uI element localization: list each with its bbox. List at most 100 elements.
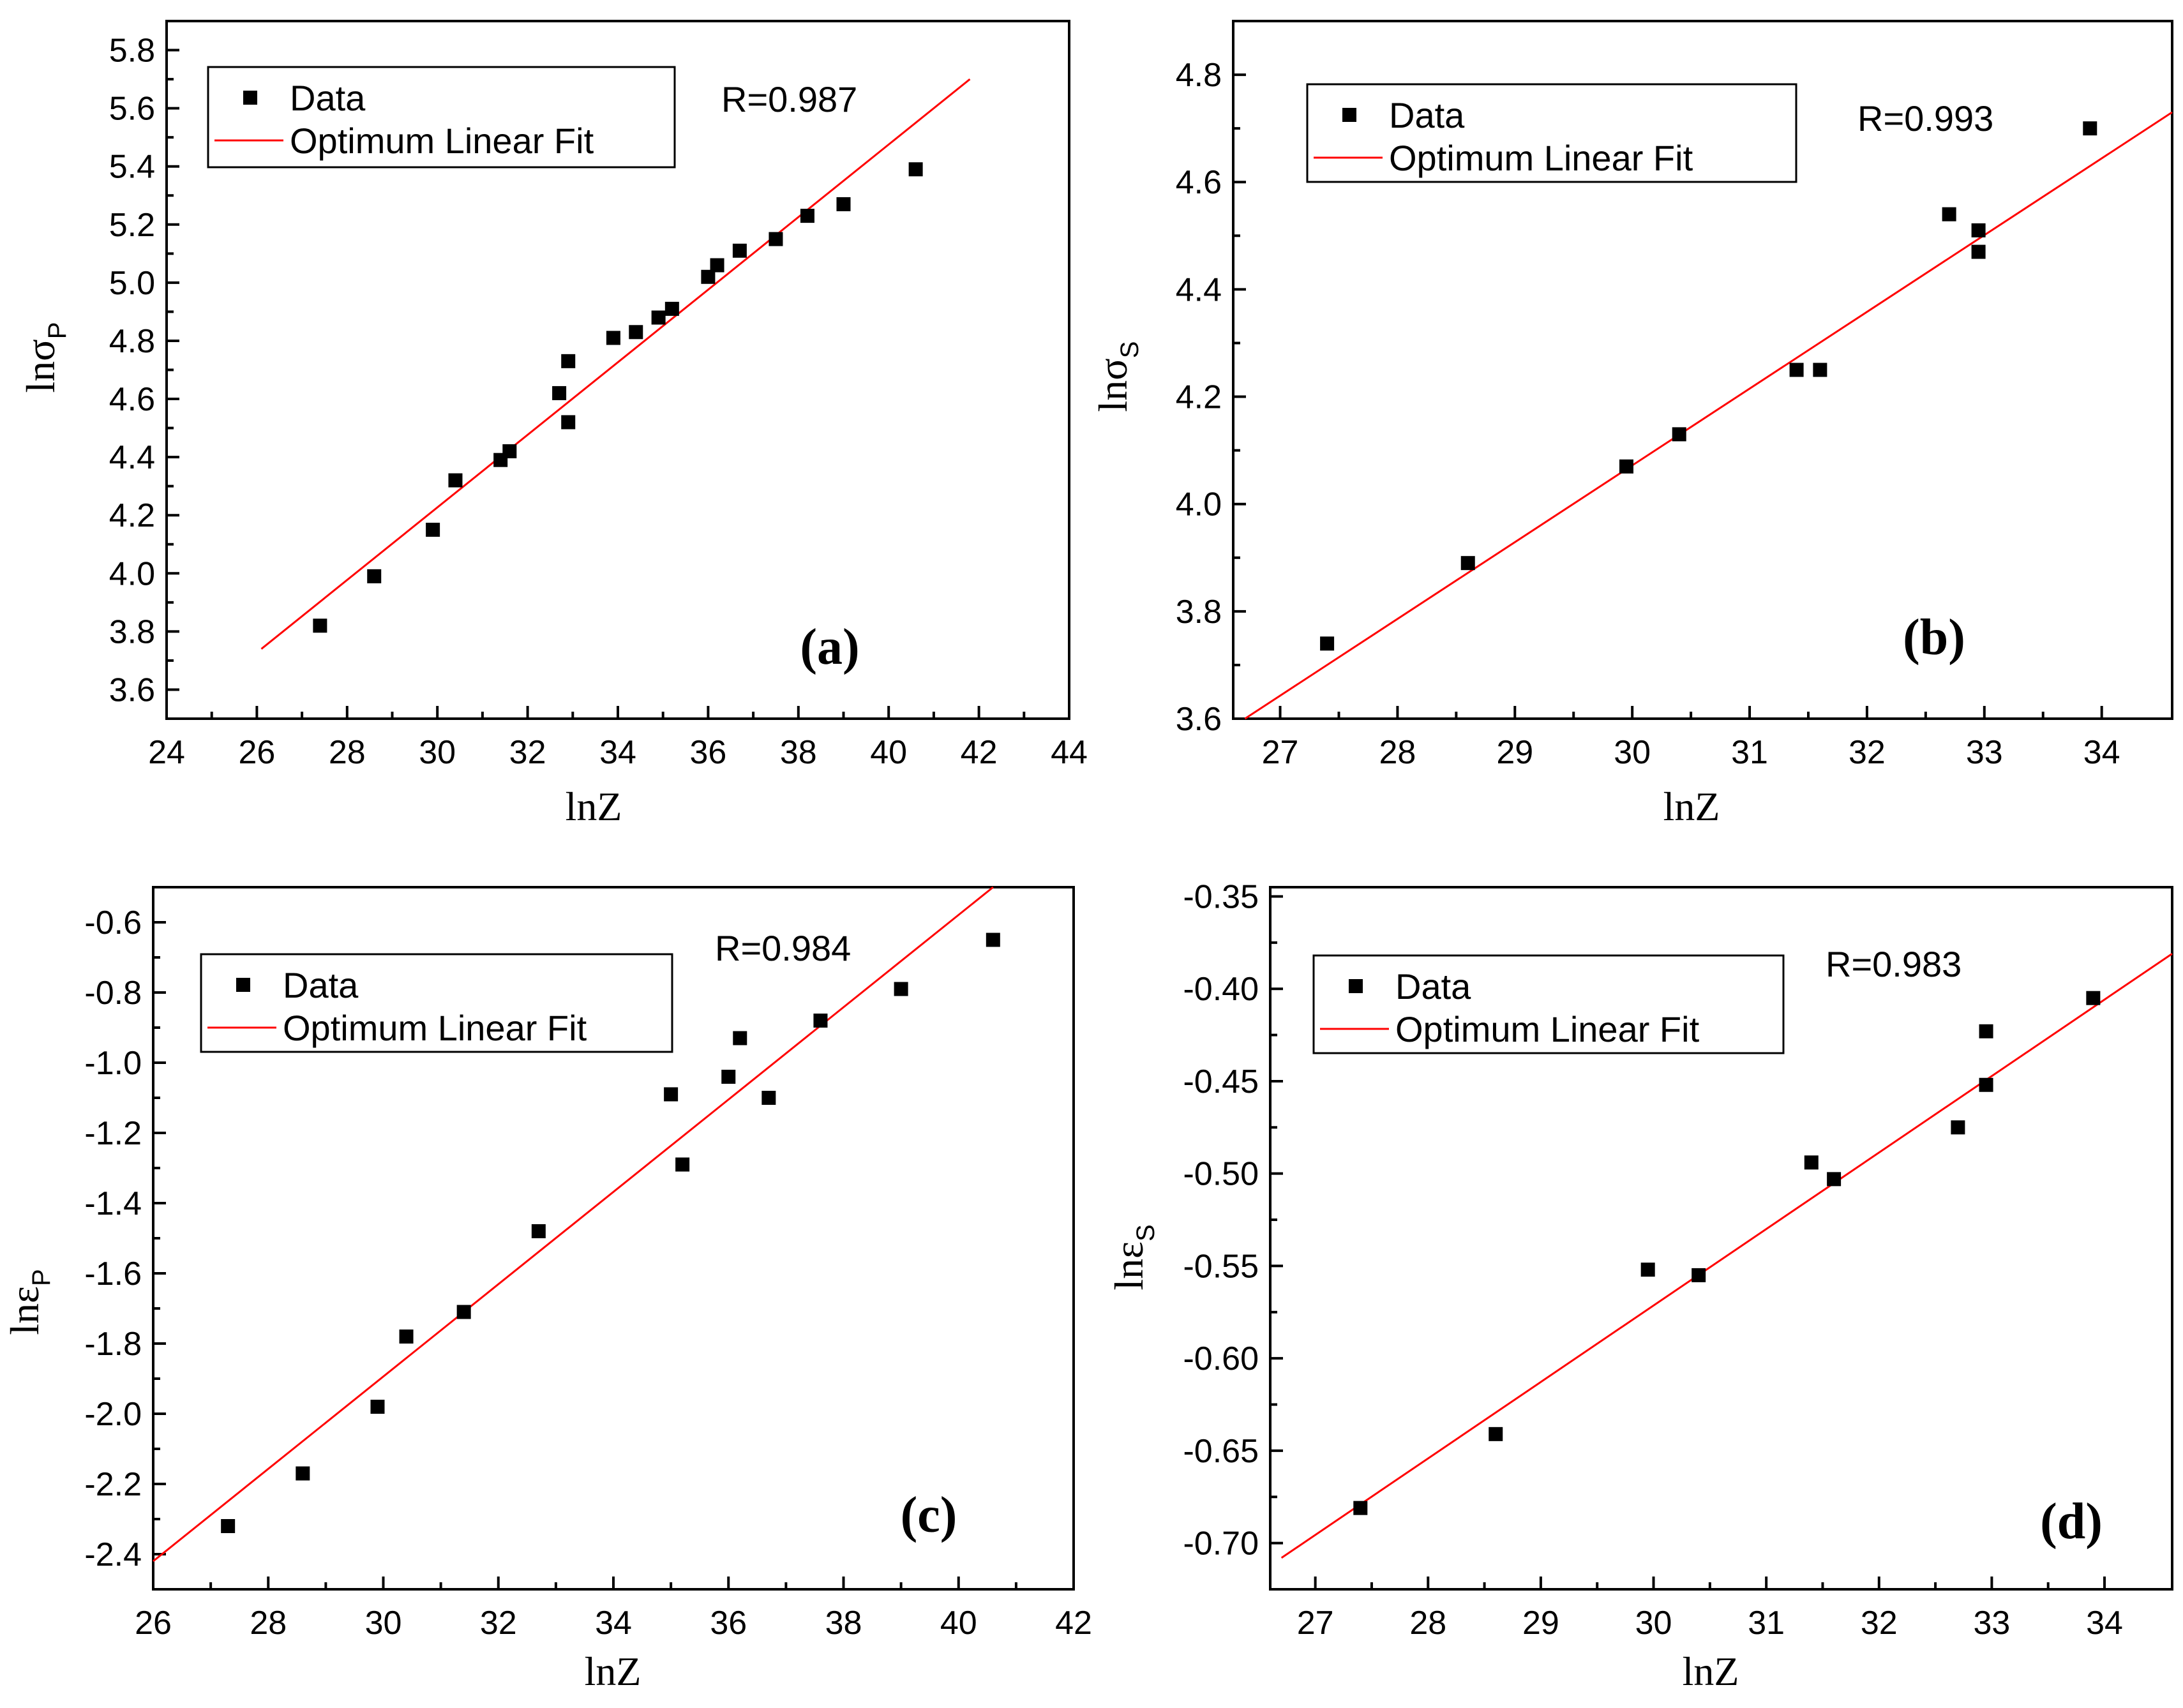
data-point-b (2083, 121, 2097, 136)
data-point-c (370, 1400, 385, 1414)
data-point-d (1489, 1427, 1503, 1441)
x-tick-label-c: 36 (710, 1605, 747, 1642)
data-point-d (1640, 1262, 1655, 1277)
legend-data-label-c: Data (283, 965, 359, 1005)
data-point-a (769, 232, 783, 246)
x-tick-label-b: 34 (2083, 734, 2120, 771)
data-point-c (456, 1305, 471, 1319)
x-tick-label-b: 33 (1966, 734, 2003, 771)
panel-b: 27 28 29 30 31 32 33 34 3.6 3.8 4.0 4.2 4.4 4.6 4.8 lnZ… (1090, 20, 2173, 829)
x-tick-label-d: 30 (1635, 1605, 1672, 1642)
fit-line-d (1280, 952, 2173, 1559)
y-tick-label-a: 3.6 (109, 671, 155, 708)
data-point-c (986, 933, 1000, 947)
data-point-c (761, 1091, 776, 1105)
legend-c (200, 953, 673, 1053)
x-tick-label-c: 38 (825, 1605, 862, 1642)
y-tick-label-d: -0.70 (1183, 1525, 1259, 1562)
legend-a (207, 66, 676, 169)
legend-data-label-d: Data (1395, 966, 1471, 1007)
legend-fit-label-d: Optimum Linear Fit (1395, 1009, 1700, 1049)
y-tick-label-c: -1.6 (84, 1255, 142, 1292)
legend-fit-label-c: Optimum Linear Fit (283, 1008, 587, 1048)
fit-line-a (260, 78, 971, 650)
plot-frame-d (1269, 886, 2173, 1591)
y-axis-label-b: lnσS (1090, 341, 1144, 412)
y-axis-label-c: lnεP (2, 1269, 56, 1335)
x-tick-label-d: 34 (2086, 1605, 2123, 1642)
data-point-a (502, 444, 517, 459)
data-point-d (2086, 991, 2101, 1005)
legend-data-label-b: Data (1389, 95, 1465, 135)
y-tick-label-a: 4.6 (109, 381, 155, 418)
x-tick-label-b: 32 (1849, 734, 1886, 771)
panel-d: 27 28 29 30 31 32 33 34 -0.70 -0.65 -0.60 -0.55 -0.5… (1106, 878, 2173, 1694)
data-point-a (836, 197, 851, 211)
data-point-a (561, 415, 576, 430)
data-point-c (894, 982, 908, 996)
x-tick-label-c: 40 (940, 1605, 977, 1642)
y-tick-label-b: 4.2 (1176, 379, 1222, 416)
data-point-b (1320, 636, 1335, 651)
data-point-c (296, 1466, 310, 1481)
r-value-d: R=0.983 (1826, 944, 1962, 984)
data-point-b (1942, 207, 1956, 221)
r-value-b: R=0.993 (1857, 98, 1993, 139)
x-tick-label-d: 32 (1861, 1605, 1898, 1642)
data-point-a (800, 209, 814, 223)
x-tick-label-a: 40 (870, 734, 907, 771)
y-axis-label-subscript-b: S (1116, 341, 1144, 359)
x-tick-label-b: 28 (1379, 734, 1416, 771)
x-tick-label-c: 26 (135, 1605, 172, 1642)
x-tick-label-c: 34 (595, 1605, 632, 1642)
data-point-a (552, 386, 567, 400)
data-point-d (1979, 1024, 1993, 1038)
x-tick-label-a: 38 (780, 734, 817, 771)
y-tick-label-a: 5.4 (109, 149, 155, 186)
data-point-a (313, 618, 327, 633)
x-tick-label-d: 31 (1748, 1605, 1785, 1642)
y-axis-label-main-c: lnε (2, 1286, 47, 1335)
fit-line-c (153, 886, 994, 1562)
data-point-c (721, 1070, 736, 1084)
y-tick-label-d: -0.50 (1183, 1156, 1259, 1193)
y-tick-label-b: 4.4 (1176, 271, 1222, 308)
data-point-c (399, 1330, 414, 1344)
y-tick-label-d: -0.65 (1183, 1433, 1259, 1470)
x-tick-label-a: 30 (419, 734, 456, 771)
y-axis-label-subscript-c: P (27, 1269, 56, 1286)
legend-fit-label-b: Optimum Linear Fit (1389, 138, 1693, 178)
y-axis-label-main-d: lnε (1106, 1241, 1152, 1291)
data-point-a (651, 310, 666, 325)
y-tick-label-d: -0.55 (1183, 1248, 1259, 1285)
data-point-a (908, 162, 923, 177)
data-point-c (531, 1224, 546, 1238)
y-tick-label-c: -1.0 (84, 1045, 142, 1082)
y-tick-label-c: -1.4 (84, 1185, 142, 1222)
legend-b (1306, 83, 1797, 183)
y-tick-label-d: -0.45 (1183, 1063, 1259, 1100)
legend-marker-icon-d (1349, 979, 1363, 993)
panel-a: 24 26 28 30 32 34 36 38 40 42 44 3.6 3.8 4.0 4.2 4.4 4.6… (18, 20, 1088, 829)
panel-label-d: (d) (2040, 1494, 2103, 1550)
legend-marker-icon-c (236, 978, 250, 992)
y-tick-label-b: 4.8 (1176, 57, 1222, 94)
y-tick-label-a: 4.4 (109, 439, 155, 476)
y-tick-label-b: 3.6 (1176, 701, 1222, 738)
y-tick-label-c: -2.0 (84, 1396, 142, 1433)
legend-marker-icon-b (1342, 108, 1356, 122)
panel-label-c: (c) (901, 1487, 957, 1543)
panel-label-b: (b) (1903, 610, 1965, 666)
data-point-a (732, 243, 747, 258)
y-tick-label-a: 5.8 (109, 33, 155, 70)
data-point-a (426, 522, 440, 537)
data-point-d (1804, 1155, 1819, 1170)
data-point-a (710, 258, 724, 273)
y-tick-label-b: 4.6 (1176, 164, 1222, 201)
data-point-b (1971, 244, 1986, 259)
legend-fit-label-a: Optimum Linear Fit (290, 121, 594, 161)
y-tick-label-a: 5.0 (109, 265, 155, 302)
x-tick-label-d: 28 (1409, 1605, 1446, 1642)
y-tick-label-d: -0.40 (1183, 971, 1259, 1008)
